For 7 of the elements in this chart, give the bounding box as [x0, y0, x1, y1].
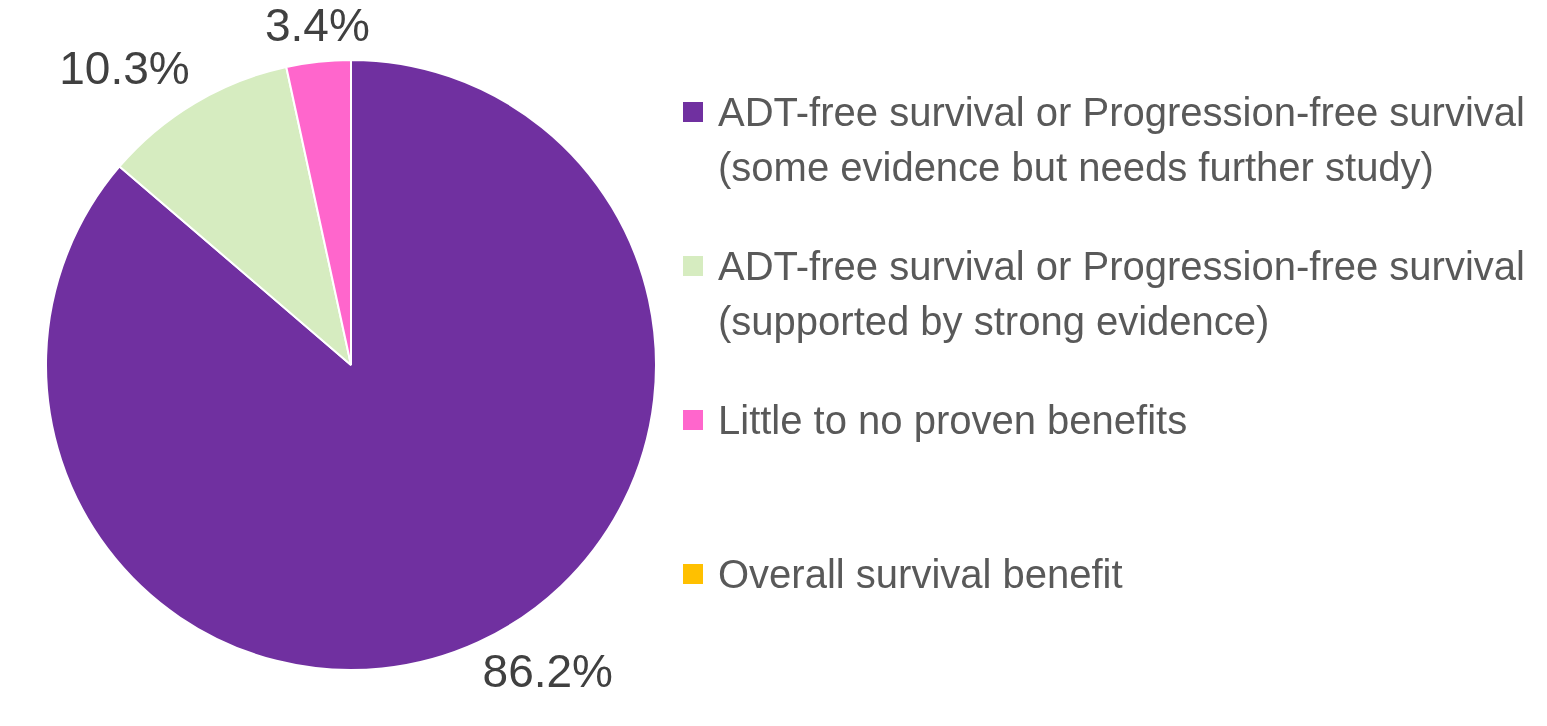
legend-label: ADT-free survival or Progression-free survival (supported by strong evidence) — [718, 243, 1526, 345]
legend-label: Little to no proven benefits — [718, 397, 1189, 444]
data-label: 3.4% — [264, 0, 370, 52]
legend-label: ADT-free survival or Progression-free survival (some evidence but needs further study) — [718, 89, 1526, 191]
legend-label: Overall survival benefit — [718, 551, 1124, 598]
data-label: 10.3% — [59, 42, 190, 95]
data-label: 86.2% — [482, 644, 613, 697]
